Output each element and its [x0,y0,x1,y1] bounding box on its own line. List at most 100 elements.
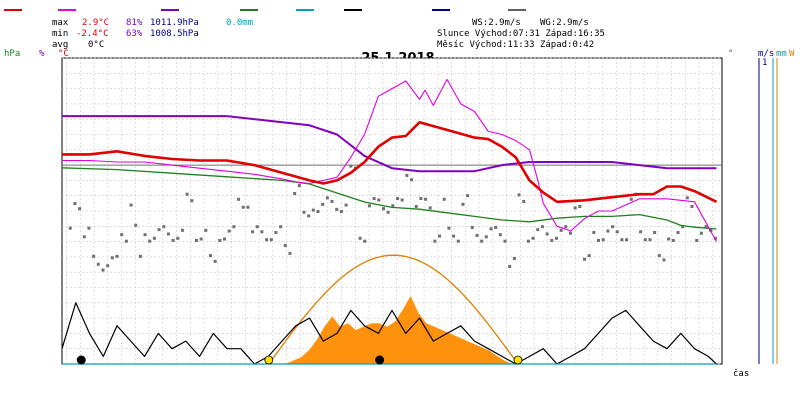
wind-dir-dot [194,238,198,242]
wind-dir-dot [564,225,568,229]
wind-dir-dot [662,258,666,262]
wind-dir-dot [611,225,615,229]
wind-dir-dot [293,191,297,195]
axes: hPa % °C ° m/s mm W čas 1 [4,49,795,379]
wind-dir-dot [87,226,91,230]
wind-dir-dot [466,194,470,198]
wind-dir-dot [138,254,142,258]
wind-dir-dot [639,230,643,234]
wind-dir-dot [157,228,161,232]
wind-dir-dot [559,228,563,232]
wind-dir-dot [269,238,273,242]
wind-dir-dot [424,197,428,201]
wind-dir-dot [176,236,180,240]
wind-dir-dot [573,206,577,210]
stats-block: max 2.9°C 81% 1011.9hPa 0.0mm min -2.4°C… [52,18,253,50]
wind-dir-dot [237,197,241,201]
wind-dir-dot [568,231,572,235]
wind-dir-dot [96,262,100,266]
wind-dir-dot [508,264,512,268]
temperature-line [62,121,718,204]
wind-dir-dot [330,199,334,203]
wind-dir-dot [110,256,114,260]
wind-dir-dot [456,239,460,243]
wind-dir-dot [433,239,437,243]
wind-dir-dot [321,202,325,206]
wind-dir-dot [241,205,245,209]
wind-dir-dot [227,229,231,233]
wind-dir-dot [648,238,652,242]
wind-dir-dot [115,254,119,258]
wind-dir-dot [512,257,516,261]
stat-avg-temp: 0°C [88,40,104,50]
wind-dir-dot [274,231,278,235]
wind-dir-dot [438,234,442,238]
wind-dir-dot [531,236,535,240]
wind-dir-dot [522,199,526,203]
wind-dir-dot [377,198,381,202]
wind-dir-dot [615,230,619,234]
info-moon: Měsíc Východ:11:33 Západ:0:42 [437,40,594,50]
wind-dir-dot [251,230,255,234]
wind-dir-dot [695,238,699,242]
wind-dir-dot [396,197,399,201]
wind-dir-dot [209,254,212,258]
wind-dir-dot [503,239,507,243]
stat-min-hum: 63% [126,29,143,39]
wind-dir-dot [302,210,306,214]
wind-dir-dot [92,254,96,258]
wind-dir-dot [143,233,147,237]
wind-dir-dot [667,237,671,241]
wind-dir-dot [545,232,549,236]
wind-dir-dot [246,205,250,209]
wind-dir-dot [625,238,629,242]
wind-dir-dot [148,239,152,243]
wind-dir-dot [358,236,362,240]
wind-dir-dot [311,208,315,212]
wind-dir-dot [316,210,320,214]
stat-avg-label: avg [52,40,68,50]
wind-dir-dot [442,197,446,201]
stat-max-temp: 2.9°C [82,18,109,28]
axis-header-w: W [789,49,795,59]
stat-max-rain: 0.0mm [226,18,253,28]
wind-dir-dot [386,210,390,214]
wind-dir-dot [597,238,601,242]
wind-dir-dot [536,228,540,232]
wind-dir-dot [129,203,133,207]
sunrise-icon [264,355,274,365]
info-sun: Slunce Východ:07:31 Západ:16:35 [437,29,605,39]
wind-dir-dot [171,238,175,242]
solar-area [285,296,513,364]
info-ws: WS:2.9m/s [472,18,521,28]
axis-header-cas: čas [733,368,749,379]
wind-dir-dot [704,225,708,229]
wind-dir-dot [73,202,77,206]
wind-dir-dot [578,204,582,208]
wind-dir-dot [391,204,395,208]
wind-dir-dot [185,192,189,196]
wind-dir-dot [344,203,348,207]
stat-max-press: 1011.9hPa [150,18,199,28]
axis-header-degc: °C [58,49,69,59]
wind-dir-dot [363,239,367,243]
axis-header-ms: m/s [758,49,774,59]
wind-dir-dot [204,228,208,232]
sunset-icon [513,355,523,365]
wind-dir-dot [653,231,657,235]
wind-dir-dot [339,210,343,214]
wind-dir-dot [620,238,624,242]
wind-dir-dot [325,196,329,200]
wind-dir-dot [381,207,385,211]
wind-dir-dot [213,259,217,263]
wind-dir-dot [162,225,166,229]
wind-dir-dot [166,232,170,236]
wind-dir-dot [82,235,86,239]
wind-dir-dot [629,197,633,201]
wind-dir-dot [526,239,530,243]
wind-dir-dot [587,254,591,258]
wind-dir-dot [297,184,301,188]
moonrise-icon [375,355,385,365]
wind-dir-dot [690,204,694,208]
